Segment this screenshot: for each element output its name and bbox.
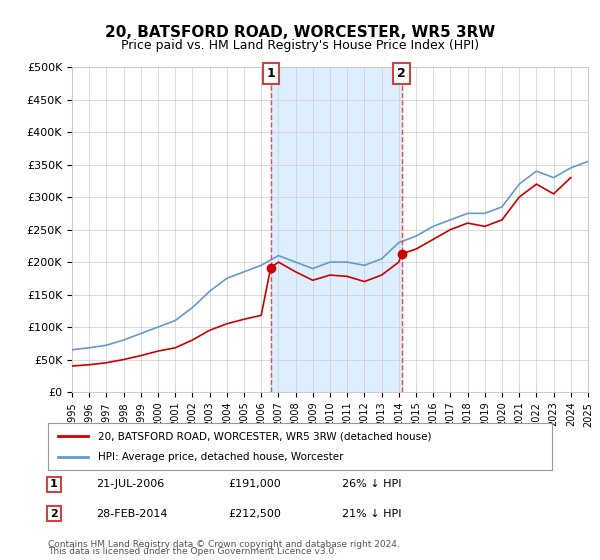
Text: 20, BATSFORD ROAD, WORCESTER, WR5 3RW: 20, BATSFORD ROAD, WORCESTER, WR5 3RW <box>105 25 495 40</box>
Text: 26% ↓ HPI: 26% ↓ HPI <box>342 479 401 489</box>
Text: 21% ↓ HPI: 21% ↓ HPI <box>342 508 401 519</box>
Text: 1: 1 <box>266 67 275 80</box>
Text: 28-FEB-2014: 28-FEB-2014 <box>96 508 167 519</box>
Text: £191,000: £191,000 <box>228 479 281 489</box>
Bar <box>271 67 401 392</box>
Text: 1: 1 <box>50 479 58 489</box>
Text: 2: 2 <box>50 508 58 519</box>
Text: £212,500: £212,500 <box>228 508 281 519</box>
Text: Contains HM Land Registry data © Crown copyright and database right 2024.: Contains HM Land Registry data © Crown c… <box>48 540 400 549</box>
Text: This data is licensed under the Open Government Licence v3.0.: This data is licensed under the Open Gov… <box>48 547 337 556</box>
Text: 20, BATSFORD ROAD, WORCESTER, WR5 3RW (detached house): 20, BATSFORD ROAD, WORCESTER, WR5 3RW (d… <box>98 431 432 441</box>
Text: 21-JUL-2006: 21-JUL-2006 <box>96 479 164 489</box>
Text: HPI: Average price, detached house, Worcester: HPI: Average price, detached house, Worc… <box>98 452 344 462</box>
Text: 2: 2 <box>397 67 406 80</box>
Text: Price paid vs. HM Land Registry's House Price Index (HPI): Price paid vs. HM Land Registry's House … <box>121 39 479 52</box>
